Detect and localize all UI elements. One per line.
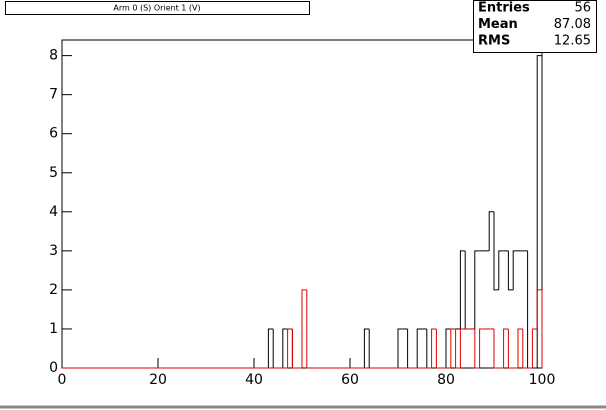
stats-value: 87.08	[554, 17, 591, 32]
histogram-bin	[397, 328, 403, 368]
histogram-bin	[488, 211, 494, 251]
histogram-bin	[459, 250, 466, 329]
histogram-bin	[431, 328, 437, 368]
y-tick-label: 2	[49, 282, 58, 298]
histogram-bin	[267, 328, 274, 368]
chart-title: Arm 0 (S) Orient 1 (V)	[113, 4, 200, 13]
y-tick-label: 3	[49, 243, 58, 259]
x-tick-label: 60	[341, 372, 359, 388]
x-tick-label: 20	[149, 372, 167, 388]
y-tick-label: 1	[49, 321, 58, 337]
x-tick-label: 100	[529, 372, 556, 388]
histogram-bin	[455, 328, 461, 369]
y-tick-label: 5	[49, 165, 58, 181]
histogram-bin	[498, 250, 504, 290]
histogram-bin	[287, 328, 293, 368]
y-tick-label: 4	[49, 204, 58, 220]
x-tick-label: 40	[245, 372, 263, 388]
histogram-bin	[493, 211, 499, 291]
histogram-bin	[522, 328, 528, 369]
histogram-bin	[450, 328, 456, 368]
histogram-bin	[536, 55, 542, 368]
x-tick-label: 0	[58, 372, 67, 388]
histogram-bin	[301, 289, 307, 368]
histogram-bin	[435, 328, 442, 369]
histogram-bin	[536, 289, 542, 329]
stats-value: 56	[574, 1, 591, 16]
stats-label: Entries	[478, 1, 530, 16]
stats-frame	[473, 0, 597, 53]
histogram-bin	[512, 250, 518, 290]
histogram-bin	[507, 328, 514, 369]
histogram-bin	[503, 328, 509, 368]
histogram-bin	[291, 328, 298, 369]
histogram-bin	[474, 250, 480, 329]
stats-label: Mean	[478, 17, 518, 32]
histogram-bin	[416, 328, 422, 368]
stats-label: RMS	[478, 34, 510, 49]
histogram-bin	[459, 328, 466, 368]
title-box	[5, 1, 310, 15]
x-tick-label: 80	[437, 372, 455, 388]
y-tick-label: 7	[49, 87, 58, 103]
histogram-bin	[493, 328, 499, 369]
y-tick-label: 6	[49, 126, 58, 142]
histogram-bin	[531, 328, 538, 368]
histogram-bin	[306, 289, 312, 369]
stats-value: 12.65	[554, 34, 591, 49]
histogram-bin	[517, 328, 523, 368]
histogram-bin	[474, 328, 480, 369]
histogram-bin	[282, 328, 288, 368]
histogram-bin	[363, 328, 370, 368]
histogram-bin	[507, 250, 514, 291]
y-tick-label: 0	[49, 360, 58, 376]
y-tick-label: 8	[49, 48, 58, 64]
histogram-bin	[479, 328, 485, 368]
stats-box: Entries 56 Mean 87.08 RMS 12.65	[473, 0, 597, 53]
histogram-bin	[445, 328, 451, 368]
histogram	[62, 289, 543, 369]
